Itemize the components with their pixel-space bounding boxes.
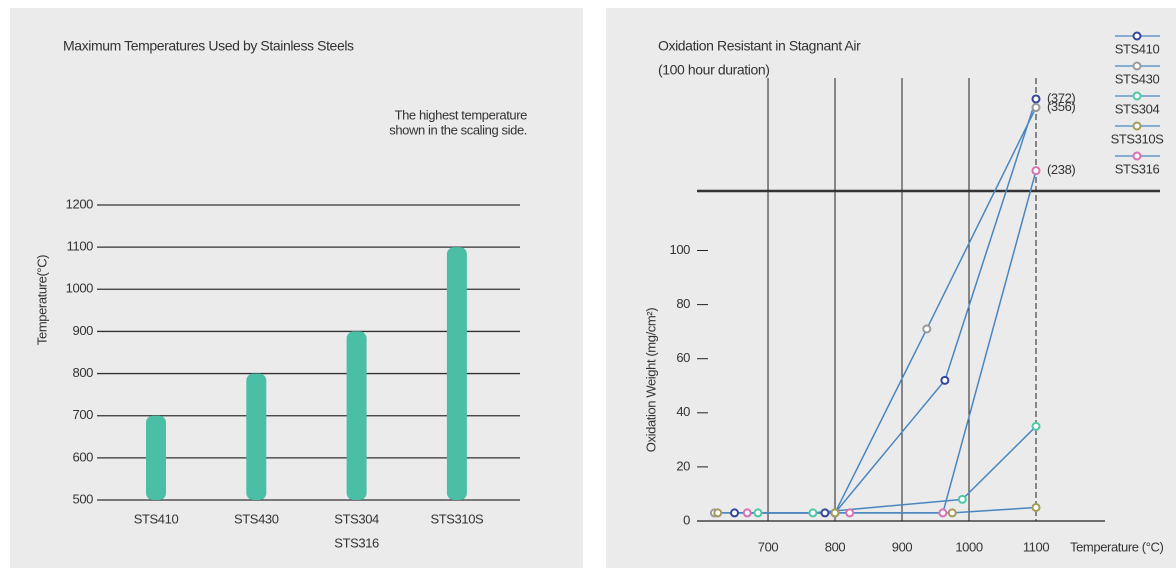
y-tick-label: 600 (73, 449, 94, 464)
data-point (1031, 103, 1041, 113)
data-point (820, 508, 830, 518)
y-tick-label: 60 (676, 350, 690, 365)
data-point (938, 508, 948, 518)
y-tick-label: 0 (683, 512, 690, 527)
series-line (747, 170, 1037, 514)
y-tick-label: 900 (73, 323, 94, 338)
bar (246, 373, 267, 500)
y-axis-label: Oxidation Weight (mg/cm²) (643, 308, 658, 452)
x-tick-label: STS304 (334, 511, 379, 526)
y-tick-label: 80 (676, 296, 690, 311)
data-point (713, 508, 723, 518)
y-tick-label: 20 (676, 458, 690, 473)
legend-marker (1132, 61, 1142, 71)
data-point (957, 494, 967, 504)
x-tick-label: STS316 (334, 535, 379, 550)
data-point (1031, 166, 1041, 176)
left-panel (10, 8, 583, 568)
legend-marker (1132, 121, 1142, 131)
legend-label: STS316 (1115, 161, 1160, 176)
legend-label: STS310S (1111, 131, 1165, 146)
chart-title: Maximum Temperatures Used by Stainless S… (63, 38, 354, 54)
chart-title: Oxidation Resistant in Stagnant Air (658, 38, 861, 54)
legend-marker (1132, 91, 1142, 101)
x-tick-label: 900 (892, 539, 913, 554)
data-point (1031, 421, 1041, 431)
legend-marker (1132, 31, 1142, 41)
bar (146, 415, 166, 500)
y-tick-label: 700 (73, 407, 94, 422)
x-tick-label: 800 (825, 539, 846, 554)
legend-label: STS410 (1115, 41, 1160, 56)
x-tick-label: 700 (758, 539, 779, 554)
x-tick-label: STS430 (234, 511, 279, 526)
chart-subtitle: (100 hour duration) (658, 62, 769, 78)
data-point (947, 508, 957, 518)
data-point (1031, 502, 1041, 512)
y-axis-label: Temperature(°C) (34, 255, 49, 345)
y-tick-label: 500 (73, 491, 94, 506)
data-point (940, 375, 950, 385)
x-tick-label: STS410 (134, 511, 179, 526)
x-tick-label: 1100 (1023, 539, 1050, 554)
y-tick-label: 1000 (66, 281, 93, 296)
y-tick-label: 100 (670, 242, 691, 257)
annotation: The highest temperature (395, 107, 528, 122)
y-tick-label: 800 (73, 365, 94, 380)
x-tick-label: 1000 (955, 539, 982, 554)
value-label: (238) (1047, 162, 1075, 177)
data-point (1031, 94, 1041, 104)
data-point (845, 508, 855, 518)
right-panel (606, 8, 1176, 568)
x-axis-label: Temperature (°C) (1070, 539, 1164, 554)
data-point (753, 508, 763, 518)
value-label: (356) (1047, 99, 1075, 114)
bar (346, 331, 367, 500)
data-point (808, 508, 818, 518)
y-tick-label: 1200 (66, 196, 93, 211)
legend-label: STS430 (1115, 71, 1160, 86)
bar (446, 247, 467, 500)
value-label: (372) (1047, 90, 1075, 105)
y-tick-label: 40 (676, 404, 690, 419)
legend-label: STS304 (1115, 101, 1160, 116)
x-tick-label: STS310S (430, 511, 484, 526)
data-point (922, 324, 932, 334)
data-point (830, 508, 840, 518)
data-point (730, 508, 740, 518)
legend-marker (1132, 151, 1142, 161)
annotation: shown in the scaling side. (389, 122, 527, 137)
y-tick-label: 1100 (67, 239, 94, 254)
data-point (742, 508, 752, 518)
